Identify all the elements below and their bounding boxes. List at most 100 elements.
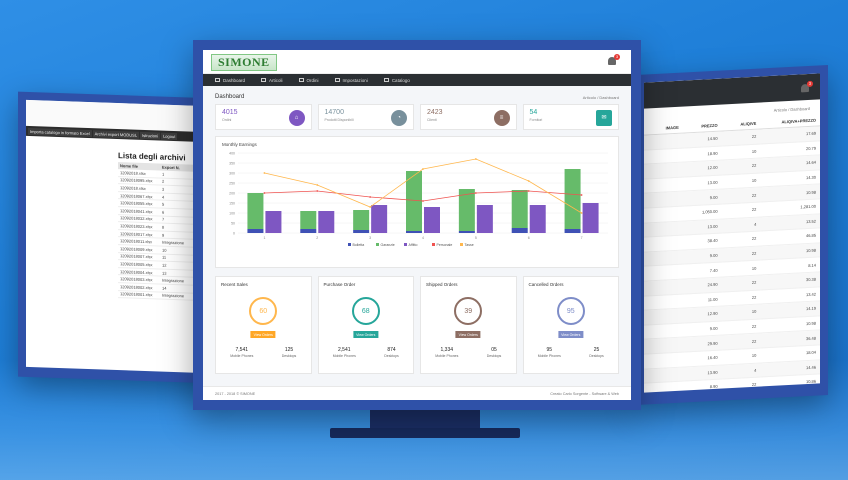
stat-label: Clienti: [427, 118, 437, 122]
progress-value: 95: [566, 307, 575, 315]
order-stat-label: Desktops: [486, 354, 502, 358]
product-cell: 29.90: [707, 340, 718, 346]
product-cell: 22: [751, 134, 757, 140]
product-cell: 22: [751, 382, 757, 388]
product-cell: 36.48: [805, 335, 816, 341]
message-icon: ✉: [596, 110, 612, 126]
nav-item[interactable]: Dashboard: [215, 78, 245, 83]
order-stat-label: Mobile Phones: [537, 354, 561, 358]
nav-icon: [383, 78, 389, 82]
order-stats: 7,541 Mobile Phones 125 Desktops: [216, 347, 311, 358]
stat-label: Fornitori: [529, 118, 543, 122]
notification-bell-icon[interactable]: 3: [607, 54, 620, 67]
order-stat: 1,334 Mobile Phones: [435, 347, 458, 358]
bar-affitto: [371, 205, 388, 233]
point-tasse: [580, 212, 583, 214]
nav-icon: [298, 78, 304, 82]
order-stat: 25 Desktops: [589, 347, 604, 358]
column-header: ALIQIVA+PREZZO: [781, 117, 816, 125]
product-table-body: 14.50 22 17.69 18.90 10 20.79 12.00 22 14.64 13.0…: [644, 126, 820, 393]
product-cell: [644, 345, 683, 347]
nav-item[interactable]: Impostazioni: [334, 78, 368, 83]
order-stat-value: 95: [546, 347, 553, 353]
order-stat: 7,541 Mobile Phones: [230, 347, 253, 358]
stat-card[interactable]: 54 Fornitori ✉: [522, 104, 619, 130]
stat-card[interactable]: 14700 Prodotti Disponibili ◔: [317, 104, 414, 130]
bar-garanzie: [300, 211, 317, 229]
nav-item[interactable]: Articoli: [261, 78, 283, 83]
stat-cards: 4015 Ordini ⌂ 14700 Prodotti Disponibili ◔ 242…: [203, 104, 631, 130]
breadcrumb: Articolo / Dashboard: [582, 94, 619, 100]
product-cell: 22: [751, 338, 757, 344]
chart-icon: ◔: [391, 110, 407, 126]
order-stat-label: Desktops: [281, 354, 297, 358]
monthly-earnings-card: Monthly Earnings 400 350 300 250 200 150 100 50…: [215, 136, 619, 268]
product-cell: [644, 170, 683, 172]
product-cell: 14.64: [805, 160, 816, 166]
order-stat: 05 Desktops: [487, 347, 502, 358]
product-cell: 22: [751, 192, 757, 198]
brand-logo[interactable]: SIMONE: [211, 54, 277, 71]
point-tasse: [527, 180, 530, 182]
notification-count: 3: [614, 54, 620, 60]
product-cell: [644, 213, 683, 215]
stat-label: Ordini: [222, 118, 232, 122]
progress-ring: 60: [249, 297, 278, 325]
product-cell: 1,281.00: [800, 203, 816, 210]
order-stat: 95 Mobile Phones: [538, 347, 561, 358]
stat-card[interactable]: 2423 Clienti ≡: [420, 104, 517, 130]
product-cell: 13.00: [707, 223, 718, 230]
nav-item[interactable]: Ordini: [298, 78, 319, 83]
product-cell: 10: [751, 309, 757, 315]
product-cell: [644, 243, 683, 245]
product-cell: 38.40: [707, 238, 718, 244]
x-tick-label: 7: [581, 236, 583, 240]
product-cell: [644, 388, 683, 390]
left-menu-item[interactable]: Logout: [161, 132, 178, 140]
archive-file-link[interactable]: 12092018001.xlsx: [120, 291, 153, 298]
view-orders-button[interactable]: View Orders: [250, 331, 276, 338]
notification-bell-icon[interactable]: 3: [800, 80, 813, 95]
order-stat: 874 Desktops: [384, 347, 399, 358]
progress-value: 60: [259, 307, 268, 315]
y-tick-label: 400: [229, 152, 235, 156]
archive-row[interactable]: 12092018001.xlsx Integrazione: [118, 290, 198, 301]
order-card: Cancelled Orders 95 View Orders 95 Mobile Ph…: [522, 276, 619, 374]
page-title-bar: Dashboard Articolo / Dashboard: [203, 86, 631, 104]
bar-affitto: [265, 211, 282, 233]
product-cell: 13.42: [805, 291, 816, 297]
order-stat: 125 Desktops: [282, 347, 297, 358]
order-stat-label: Desktops: [589, 354, 604, 358]
bar-garanzie: [564, 169, 581, 229]
bar-garanzie: [511, 190, 528, 228]
point-personale: [580, 194, 583, 196]
line-personale: [264, 190, 582, 202]
order-stat-value: 2,541: [338, 347, 351, 353]
bar-affitto: [529, 205, 546, 233]
left-menu-item[interactable]: Istruzioni: [140, 131, 161, 140]
database-icon: ≡: [493, 110, 510, 126]
product-cell: [644, 184, 683, 186]
legend-label: Tasse: [465, 243, 474, 247]
view-orders-button[interactable]: View Orders: [558, 331, 584, 338]
product-cell: 12.90: [707, 311, 718, 317]
legend-swatch: [432, 243, 435, 246]
order-stats: 95 Mobile Phones 25 Desktops: [524, 347, 619, 358]
nav-item[interactable]: Catalogo: [383, 78, 410, 83]
nav-label: Dashboard: [223, 77, 246, 83]
dashboard-header: SIMONE 3: [203, 50, 631, 74]
left-menu-item[interactable]: Importa catalogo in formato Excel: [28, 127, 92, 137]
product-cell: [644, 140, 683, 142]
archive-list-title: Lista degli archivi: [118, 151, 186, 163]
stat-value: 4015: [222, 109, 238, 116]
x-tick-label: 6: [528, 236, 530, 240]
product-cell: [644, 272, 683, 274]
stat-card[interactable]: 4015 Ordini ⌂: [215, 104, 312, 130]
bar-affitto: [476, 205, 493, 233]
bar-bolletta: [564, 229, 581, 233]
bar-garanzie: [406, 171, 422, 231]
view-orders-button[interactable]: View Orders: [353, 331, 379, 338]
view-orders-button[interactable]: View Orders: [455, 331, 481, 338]
left-menu-item[interactable]: Archivi export MODUSL: [92, 129, 140, 139]
dashboard-footer: 2017 - 2018 © SIMONE Creato Carlo Sorgen…: [203, 386, 631, 400]
